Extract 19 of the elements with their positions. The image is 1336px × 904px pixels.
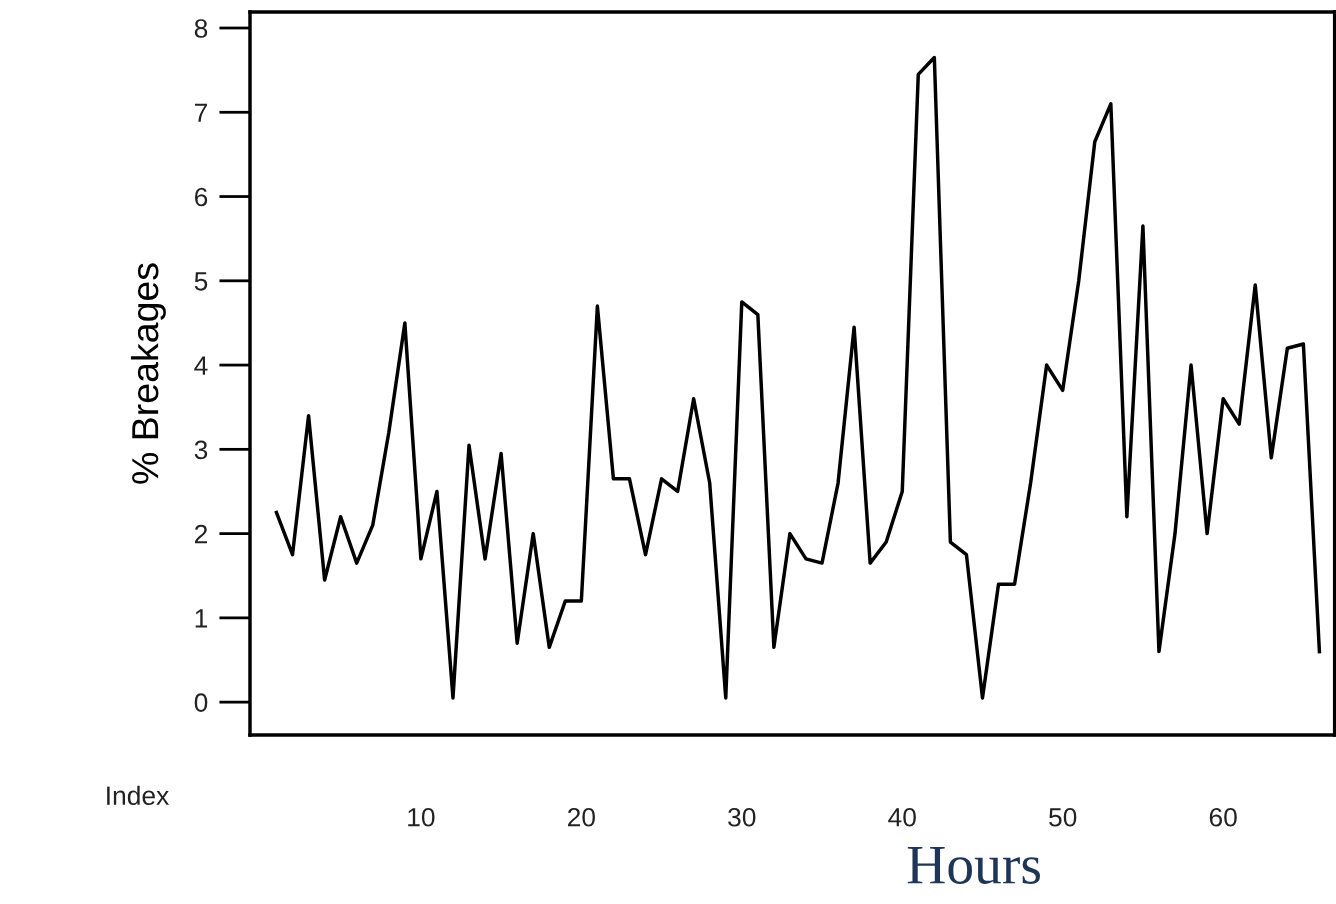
x-tick-label: 30 <box>728 807 756 827</box>
y-tick-label: 0 <box>194 693 208 712</box>
text: Index <box>107 785 169 806</box>
line-series <box>274 55 1322 700</box>
y-axis-title: % Breakages <box>130 263 166 484</box>
y-tick-label: 7 <box>195 103 208 122</box>
x-tick-label: 10 <box>408 807 435 827</box>
x-tick-label: 50 <box>1049 807 1077 827</box>
y-tick-label: 4 <box>194 356 208 375</box>
x-tick-label: 20 <box>567 807 595 827</box>
y-tick-label: 3 <box>194 440 208 460</box>
y-tick-label: 6 <box>195 187 208 207</box>
y-tick-label: 2 <box>194 524 208 544</box>
y-tick-label: 8 <box>194 19 208 38</box>
x-tick-label: 60 <box>1209 807 1237 827</box>
x-axis-title: Hours <box>907 846 1040 884</box>
y-tick-label: 1 <box>195 609 208 628</box>
x-tick-label: 40 <box>888 807 916 827</box>
y-tick-label: 5 <box>194 272 208 291</box>
